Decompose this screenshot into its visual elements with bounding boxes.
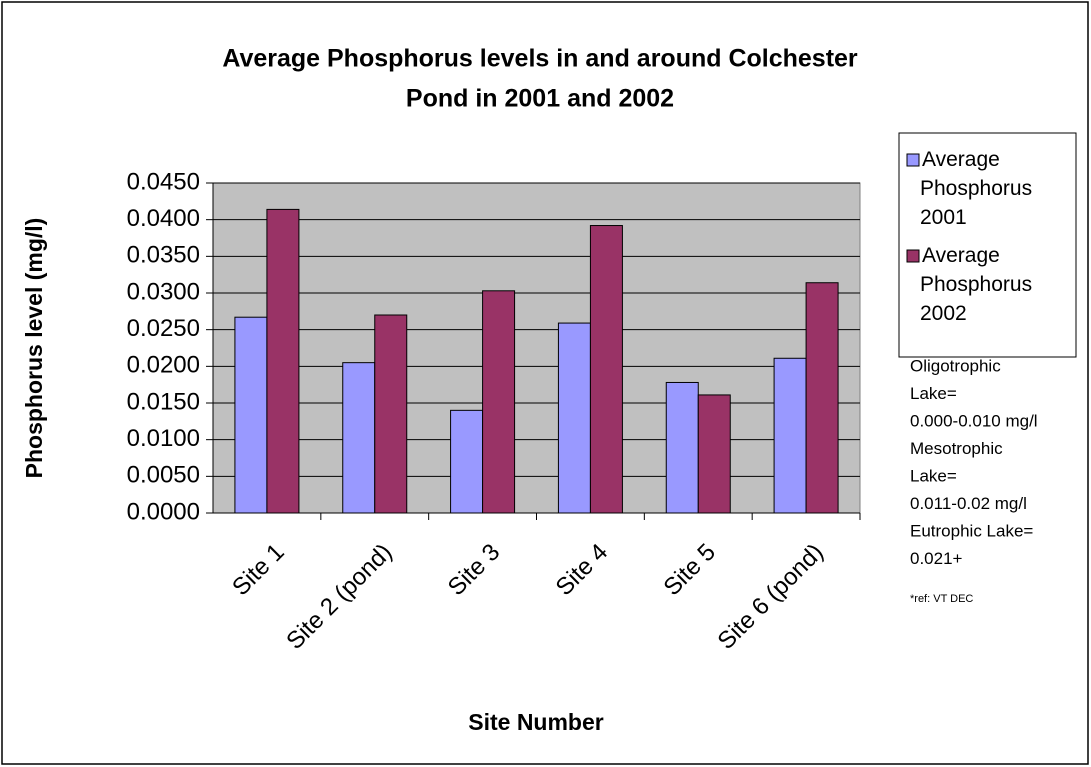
legend-label: Average Phosphorus 2002 <box>920 244 1032 325</box>
bar <box>665 381 699 514</box>
y-tick-label: 0.0350 <box>127 242 200 269</box>
chart-title: Pond in 2001 and 2002 <box>406 85 674 113</box>
y-tick-label: 0.0450 <box>127 168 200 195</box>
legend-swatch <box>906 249 920 263</box>
y-tick-label: 0.0300 <box>127 278 200 305</box>
y-tick-label: 0.0400 <box>127 205 200 232</box>
y-tick-label: 0.0250 <box>127 315 200 342</box>
y-tick-label: 0.0000 <box>127 498 200 525</box>
bar <box>589 225 623 514</box>
annotation: Lake= <box>910 384 957 403</box>
plot-area <box>212 182 861 514</box>
annotation: Lake= <box>910 466 957 485</box>
chart-title: Average Phosphorus levels in and around … <box>222 45 858 73</box>
legend-label: Average Phosphorus 2001 <box>920 148 1032 229</box>
annotation: 0.021+ <box>910 549 963 568</box>
bar <box>805 282 839 514</box>
bar <box>266 208 300 514</box>
bar <box>773 357 807 514</box>
bar <box>234 316 268 514</box>
bar <box>697 394 731 514</box>
y-tick-label: 0.0050 <box>127 462 200 489</box>
bar <box>342 362 376 514</box>
annotation: 0.011-0.02 mg/l <box>910 494 1027 513</box>
y-tick-label: 0.0150 <box>127 388 200 415</box>
annotation: Mesotrophic <box>910 439 1003 458</box>
bar <box>450 409 484 514</box>
annotation: 0.000-0.010 mg/l <box>910 411 1038 430</box>
y-tick-label: 0.0100 <box>127 425 200 452</box>
annotation: Oligotrophic <box>910 356 1001 375</box>
x-axis-title: Site Number <box>468 709 604 735</box>
legend-swatch <box>906 153 920 167</box>
reference: *ref: VT DEC <box>910 593 973 605</box>
legend <box>898 132 1077 358</box>
y-axis-title: Phosphorus level (mg/l) <box>21 218 47 479</box>
bar <box>557 322 591 514</box>
y-tick-label: 0.0200 <box>127 352 200 379</box>
bar <box>374 314 408 514</box>
bar <box>482 290 516 514</box>
annotation: Eutrophic Lake= <box>910 521 1033 540</box>
